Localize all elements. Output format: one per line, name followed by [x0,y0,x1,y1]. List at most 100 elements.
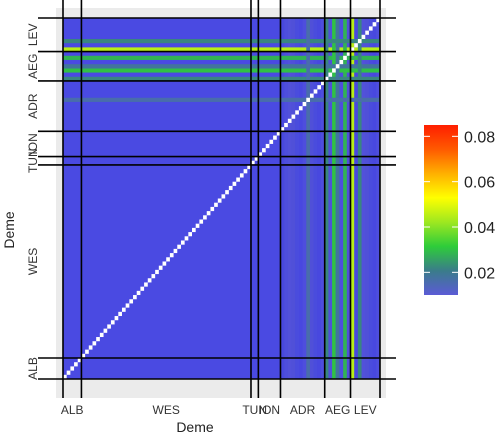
heatmap-column [317,18,322,379]
diagonal-cell [368,26,373,31]
diagonal-cell [295,110,299,115]
heatmap-row-highlight [63,55,380,60]
diagonal-cell [173,248,178,254]
diagonal-cell [177,244,181,249]
diagonal-cell [121,307,126,312]
diagonal-cell [250,160,255,165]
diagonal-cell [354,43,358,48]
diagonal-cell [376,18,380,23]
y-tick-label: TUN [26,148,40,173]
heatmap-column-highlight [306,18,310,379]
heatmap-column-highlight [335,18,340,379]
diagonal-cell [195,223,200,228]
heatmap-column [368,18,373,379]
diagonal-cell [136,290,141,296]
diagonal-cell [140,286,145,291]
heatmap-column [309,18,314,379]
diagonal-cell [147,278,152,283]
heatmap-column-highlight [357,18,362,379]
diagonal-cell [206,211,211,216]
y-tick-label: LEV [26,23,40,46]
heatmap-column [287,18,292,379]
heatmap-column-highlight [350,18,355,379]
diagonal-cell [99,332,104,338]
heatmap-column [284,18,288,379]
diagonal-cell [313,89,318,94]
diagonal-cell [232,181,237,186]
diagonal-cell [88,345,93,350]
y-tick-label: WES [26,248,40,275]
x-tick-label: ADR [290,403,316,417]
diagonal-cell [247,164,251,170]
diagonal-cell [298,106,303,111]
diagonal-cell [188,232,193,237]
heatmap-column [346,18,351,379]
diagonal-cell [361,34,366,39]
diagonal-cell [357,38,362,44]
diagonal-cell [254,156,259,161]
heatmap-column [339,18,344,379]
diagonal-cell [118,311,122,317]
diagonal-cell [125,303,130,308]
heatmap-column [298,18,303,379]
heatmap-cells [63,18,380,379]
diagonal-cell [129,299,134,304]
diagonal-cell [343,55,347,60]
heatmap-row-highlight [63,47,380,52]
y-axis-title: Deme [1,211,17,249]
diagonal-cell [221,194,226,199]
diagonal-cell [328,72,333,77]
diagonal-cell [74,362,78,367]
x-tick-label: ALB [61,403,84,417]
legend-colorbar [424,125,458,295]
heatmap-column-highlight [332,18,336,379]
diagonal-cell [280,127,285,132]
heatmap-column [321,18,325,379]
diagonal-cell [287,118,292,123]
diagonal-cell [114,316,119,321]
diagonal-cell [239,173,244,178]
diagonal-cell [273,135,277,140]
diagonal-cell [291,114,296,119]
diagonal-cell [346,51,351,56]
heatmap-column-highlight [324,18,329,379]
diagonal-cell [96,337,100,342]
heatmap-column [365,18,369,379]
diagonal-cell [309,93,314,98]
legend-tick-label: 0.06 [464,175,495,192]
diagonal-cell [151,274,156,279]
diagonal-cell [155,269,159,275]
diagonal-cell [258,152,263,157]
x-axis-title: Deme [176,419,214,435]
diagonal-cell [162,261,167,266]
diagonal-cell [372,22,377,27]
diagonal-cell [210,206,215,212]
diagonal-cell [110,320,115,325]
diagonal-cell [350,47,355,52]
heatmap-row-highlight [63,68,380,73]
diagonal-cell [63,374,67,379]
diagonal-cell [321,80,325,86]
diagonal-cell [144,282,148,287]
legend-tick-label: 0.02 [464,265,495,282]
heatmap-column [376,18,380,379]
diagonal-cell [365,30,369,35]
diagonal-cell [203,215,207,220]
diagonal-cell [236,177,240,182]
heatmap-row-highlight [63,64,380,69]
heatmap-column [295,18,299,379]
diagonal-cell [81,353,86,359]
y-tick-label: ION [26,133,40,154]
heatmap-column [280,18,285,379]
diagonal-cell [302,101,307,107]
diagonal-cell [306,97,310,102]
diagonal-cell [66,370,71,375]
diagonal-cell [85,349,89,354]
heatmap-column [302,18,307,379]
diagonal-cell [199,219,204,224]
x-tick-label: LEV [354,403,377,417]
legend-tick-label: 0.04 [464,220,495,237]
diagonal-cell [265,143,270,149]
